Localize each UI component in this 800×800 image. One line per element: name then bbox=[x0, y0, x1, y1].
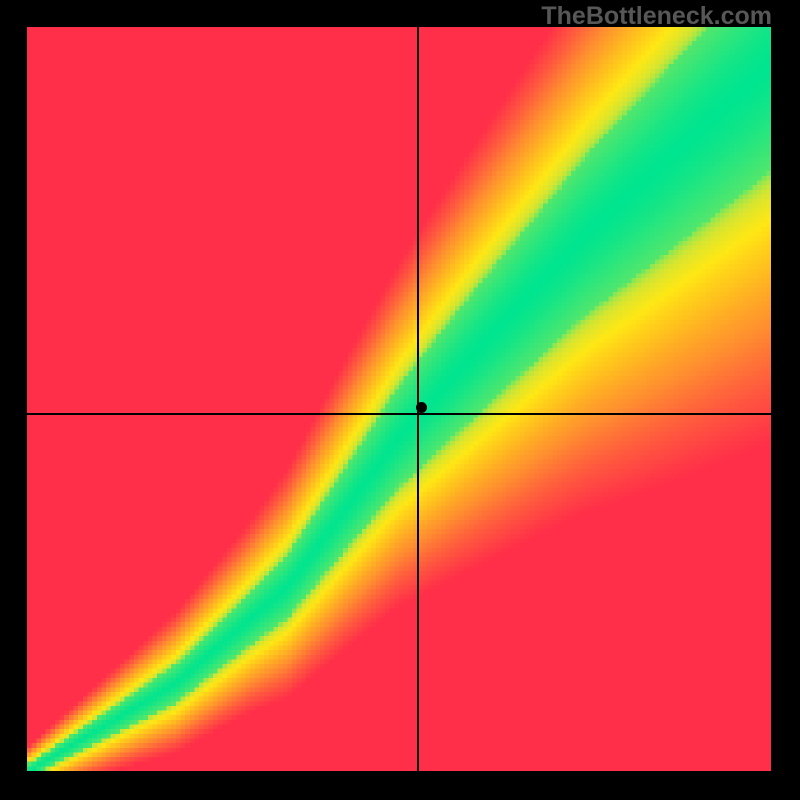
watermark-text: TheBottleneck.com bbox=[541, 2, 772, 31]
crosshair-horizontal bbox=[27, 413, 771, 415]
bottleneck-heatmap bbox=[27, 27, 771, 771]
crosshair-vertical bbox=[417, 27, 419, 771]
